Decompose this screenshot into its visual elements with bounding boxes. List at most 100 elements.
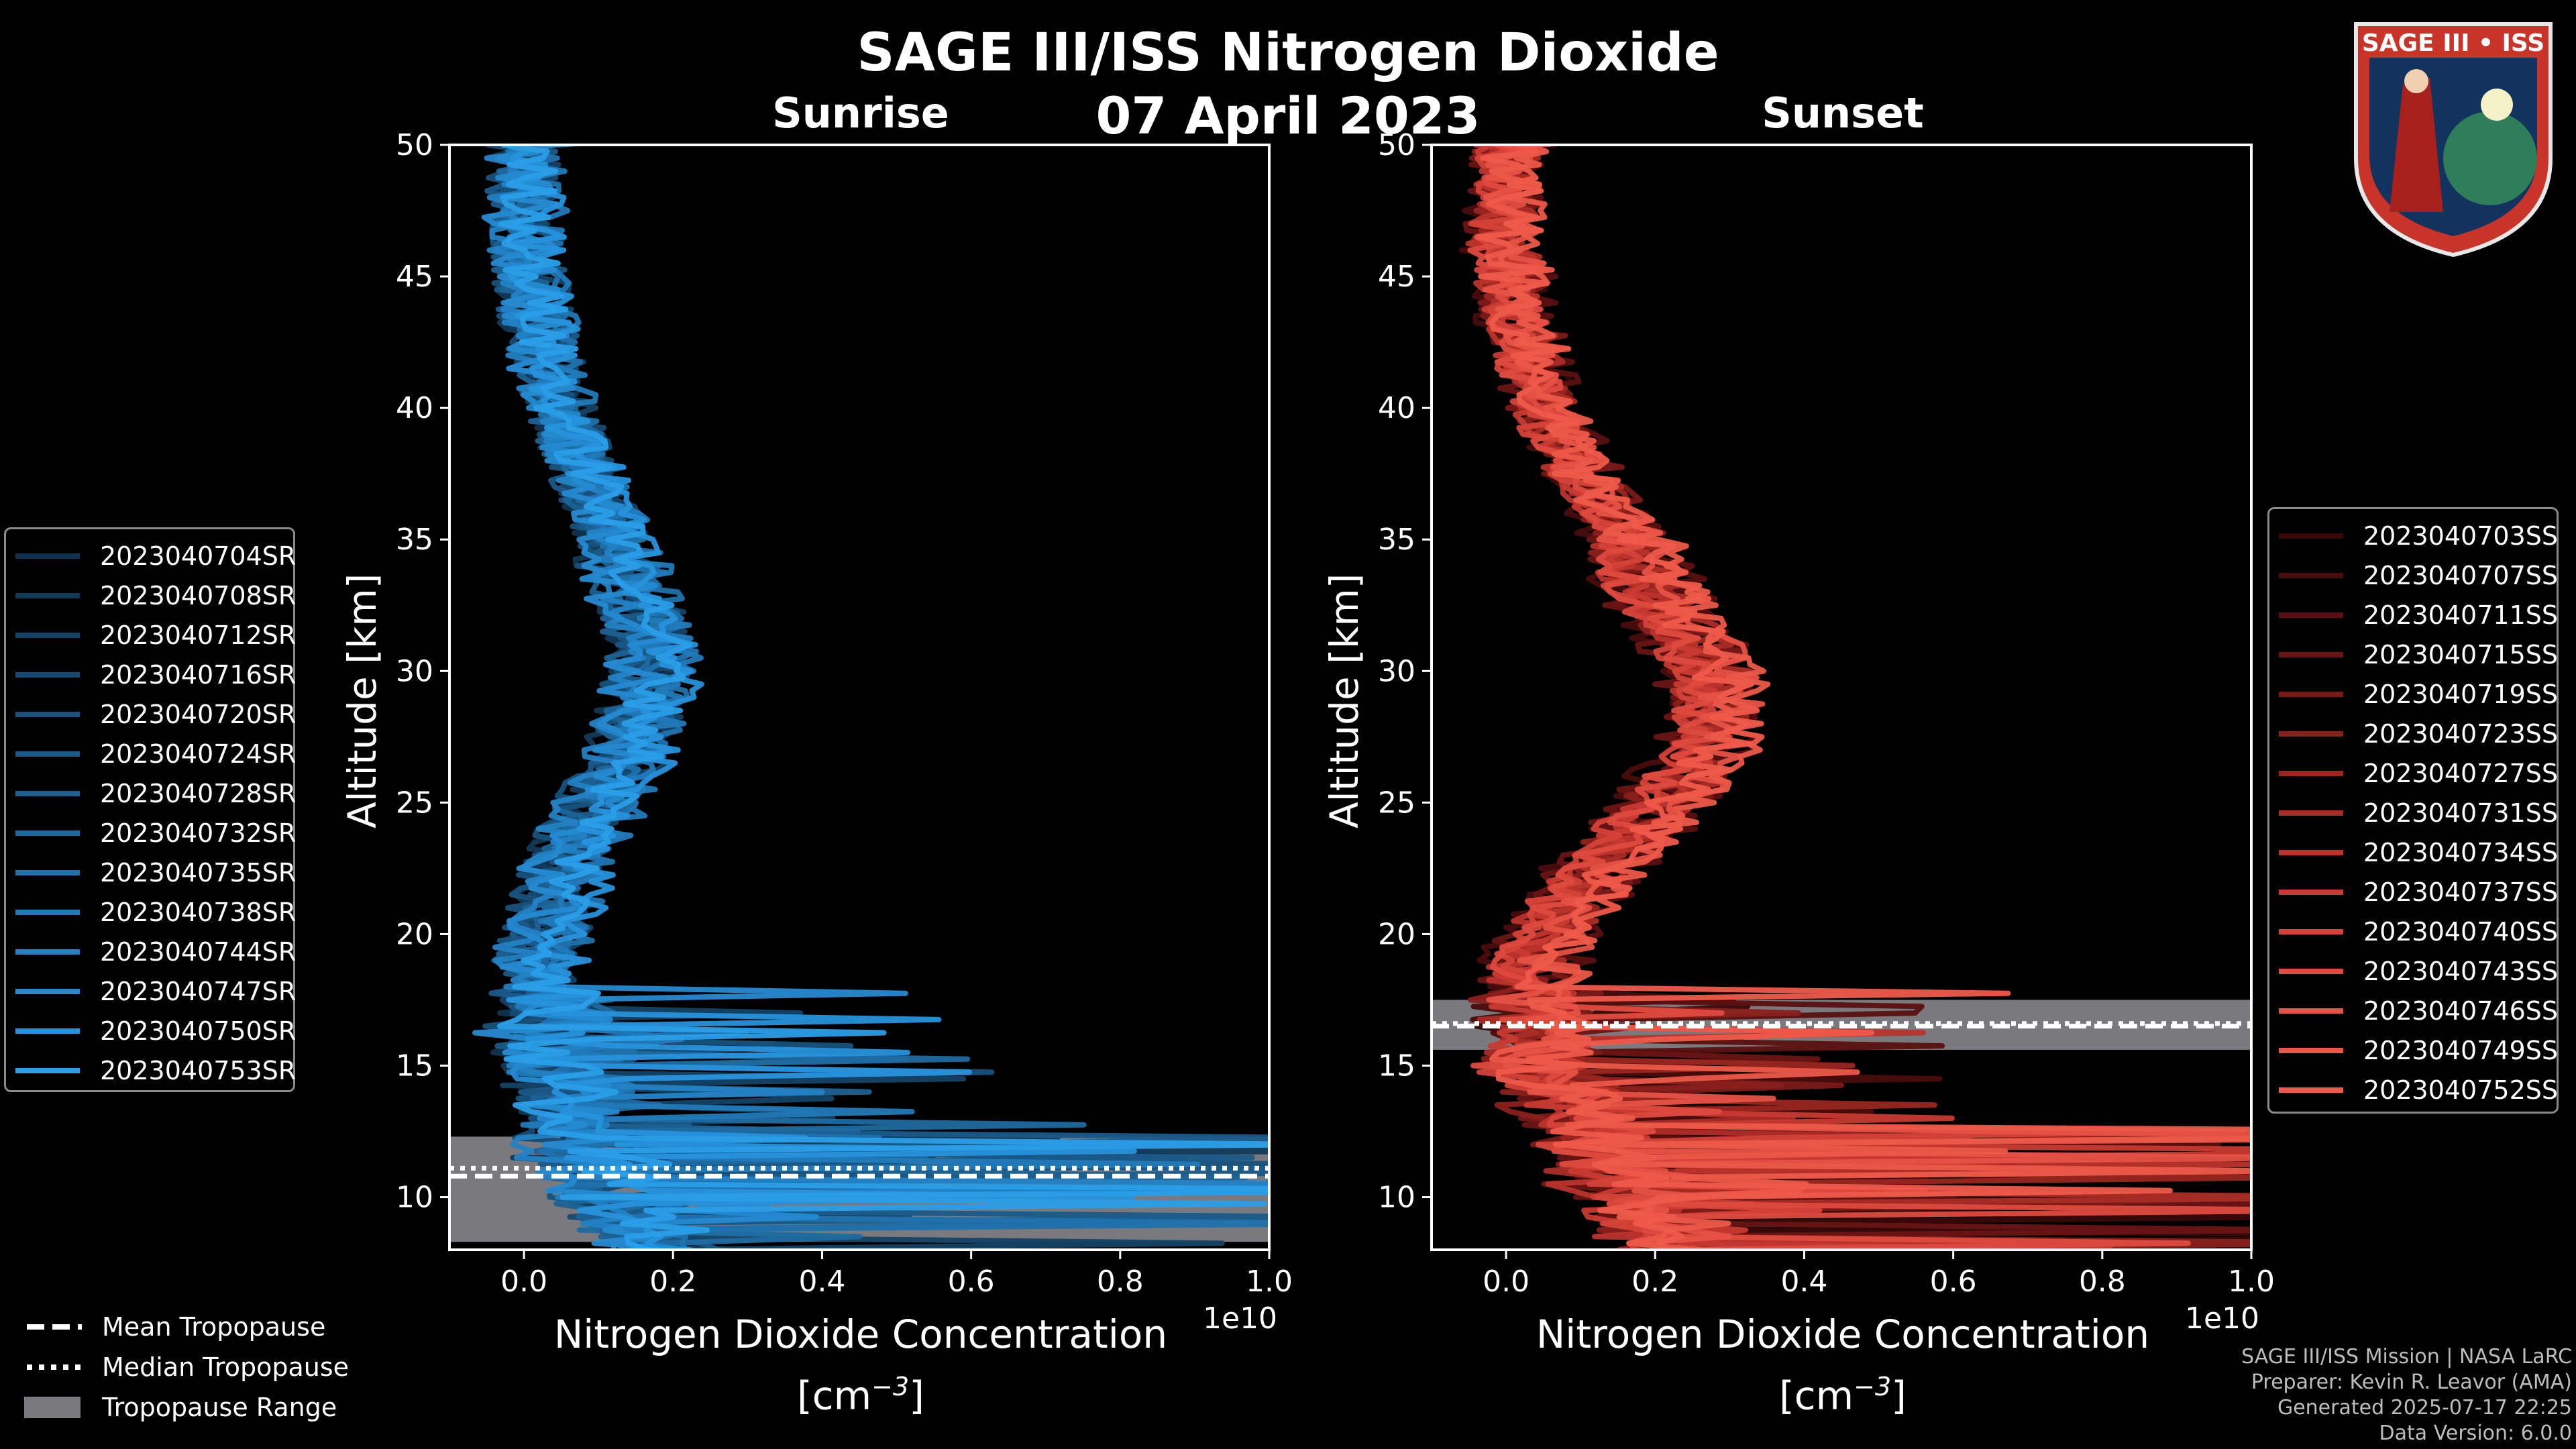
sunset-x-axis-units: [cm−3] xyxy=(1779,1372,1907,1419)
legend-label: 2023040707SS xyxy=(2363,561,2559,590)
legend-item-2023040708SR: 2023040708SR xyxy=(15,581,296,610)
sunrise-x-axis-label-text: Nitrogen Dioxide Concentration xyxy=(553,1311,1168,1357)
series-line-2023040746SS xyxy=(1482,145,2251,1250)
dashed-line-icon xyxy=(27,1324,82,1330)
sunset-y-tick-label: 40 xyxy=(1378,391,1415,425)
legend-swatch xyxy=(15,870,80,875)
footer-version: Data Version: 6.0.0 xyxy=(2379,1421,2572,1445)
sunrise-y-tick-label: 15 xyxy=(396,1049,433,1083)
legend-label: 2023040740SS xyxy=(2363,917,2559,947)
legend-label: 2023040703SS xyxy=(2363,521,2559,551)
footer-mission: SAGE III/ISS Mission | NASA LaRC xyxy=(2241,1345,2572,1368)
sunrise-x-tick-label: 0.4 xyxy=(798,1265,845,1299)
legend-item-2023040743SS: 2023040743SS xyxy=(2279,957,2558,986)
legend-swatch xyxy=(2279,1087,2343,1093)
legend-item-2023040712SR: 2023040712SR xyxy=(15,621,296,650)
sunset-panel-title: Sunset xyxy=(1762,89,1924,138)
legend-item-2023040724SR: 2023040724SR xyxy=(15,739,296,769)
figure-date: 07 April 2023 xyxy=(1095,86,1481,146)
footer-generated: Generated 2025-07-17 22:25 xyxy=(2277,1396,2572,1419)
legend-item-2023040731SS: 2023040731SS xyxy=(2279,798,2558,828)
sunrise-y-tick-label: 35 xyxy=(396,523,433,557)
sunset-y-tick-label: 20 xyxy=(1378,917,1415,951)
legend-label: 2023040735SR xyxy=(100,858,297,888)
legend-swatch xyxy=(2279,692,2343,697)
sunrise-y-tick-label: 40 xyxy=(396,391,433,425)
series-line-2023040750SR xyxy=(504,145,1137,1250)
sunset-x-tick-label: 0.8 xyxy=(2079,1265,2126,1299)
legend-label: 2023040753SR xyxy=(100,1056,297,1085)
legend-tropopause-range: Tropopause Range xyxy=(24,1393,337,1422)
legend-swatch xyxy=(15,1068,80,1073)
legend-item-2023040719SS: 2023040719SS xyxy=(2279,680,2558,709)
legend-swatch xyxy=(2279,1008,2343,1014)
legend-label: 2023040732SR xyxy=(100,818,297,848)
legend-item-2023040723SS: 2023040723SS xyxy=(2279,719,2558,749)
sunset-x-tick-label: 0.2 xyxy=(1631,1265,1678,1299)
legend-item-2023040728SR: 2023040728SR xyxy=(15,779,296,808)
legend-swatch xyxy=(2279,652,2343,657)
logo-text: SAGE III • ISS xyxy=(2362,30,2544,57)
legend-swatch xyxy=(2279,929,2343,934)
legend-label: 2023040724SR xyxy=(100,739,297,769)
sunrise-x-tick-label: 0.0 xyxy=(500,1265,547,1299)
legend-item-2023040749SS: 2023040749SS xyxy=(2279,1036,2558,1065)
legend-item-2023040727SS: 2023040727SS xyxy=(2279,759,2558,788)
legend-label: 2023040712SR xyxy=(100,621,297,650)
sunset-y-tick-label: 45 xyxy=(1378,260,1415,294)
legend-item-2023040711SS: 2023040711SS xyxy=(2279,600,2558,630)
sunset-y-tick-label: 25 xyxy=(1378,786,1415,820)
sunrise-y-tick-label: 50 xyxy=(396,128,433,162)
legend-label: 2023040749SS xyxy=(2363,1036,2559,1065)
legend-label: 2023040720SR xyxy=(100,700,297,729)
legend-swatch xyxy=(15,593,80,598)
legend-swatch xyxy=(15,672,80,678)
legend-item-2023040716SR: 2023040716SR xyxy=(15,660,296,690)
series-line-2023040744SR xyxy=(484,145,1269,1250)
sunset-plot-area: 0.0 0.2 0.4 0.6 0.8 1.0 10 15 20 25 30 35 40 45 50 xyxy=(1378,128,2275,1299)
sunset-x-tick-label: 0.0 xyxy=(1483,1265,1529,1299)
footer-preparer: Preparer: Kevin R. Leavor (AMA) xyxy=(2251,1371,2572,1394)
legend-swatch xyxy=(2279,573,2343,578)
legend-item-2023040740SS: 2023040740SS xyxy=(2279,917,2558,947)
sunrise-x-tick-label: 0.2 xyxy=(649,1265,696,1299)
legend-item-2023040747SR: 2023040747SR xyxy=(15,977,296,1006)
sunset-axes-frame xyxy=(1430,144,2253,1251)
sunrise-y-tick-label: 30 xyxy=(396,654,433,688)
sunset-x-offset-text: 1e10 xyxy=(2185,1301,2260,1336)
legend-swatch xyxy=(15,1028,80,1034)
legend-swatch xyxy=(15,791,80,796)
legend-swatch xyxy=(15,830,80,836)
legend-label: 2023040752SS xyxy=(2363,1075,2559,1105)
sunrise-x-tick-label: 1.0 xyxy=(1246,1265,1293,1299)
legend-item-2023040738SR: 2023040738SR xyxy=(15,898,296,927)
legend-item-2023040715SS: 2023040715SS xyxy=(2279,640,2558,669)
legend-label: 2023040731SS xyxy=(2363,798,2559,828)
legend-item-2023040752SS: 2023040752SS xyxy=(2279,1075,2558,1105)
sunrise-x-axis-units: [cm−3] xyxy=(797,1372,924,1419)
legend-swatch xyxy=(2279,810,2343,816)
legend-item-2023040735SR: 2023040735SR xyxy=(15,858,296,888)
legend-item-2023040737SS: 2023040737SS xyxy=(2279,877,2558,907)
legend-swatch xyxy=(2279,969,2343,974)
sunrise-x-tick-label: 0.6 xyxy=(948,1265,995,1299)
legend-label: 2023040737SS xyxy=(2363,877,2559,907)
sunset-y-tick-label: 35 xyxy=(1378,523,1415,557)
sunset-x-tick-label: 0.4 xyxy=(1780,1265,1827,1299)
sunrise-plot-area: 0.0 0.2 0.4 0.6 0.8 1.0 10 15 20 25 30 35 40 45 50 xyxy=(396,128,1293,1299)
footer-credits: SAGE III/ISS Mission | NASA LaRC Prepare… xyxy=(2241,1344,2572,1446)
sage-mission-patch-icon: SAGE III • ISS xyxy=(2343,11,2564,259)
legend-label: 2023040723SS xyxy=(2363,719,2559,749)
sunrise-x-tick-label: 0.8 xyxy=(1097,1265,1144,1299)
legend-mean-tropopause: Mean Tropopause xyxy=(24,1312,325,1342)
legend-swatch xyxy=(2279,533,2343,539)
legend-swatch xyxy=(2279,890,2343,895)
series-line-2023040753SR xyxy=(496,145,1269,1250)
legend-swatch xyxy=(15,751,80,757)
legend-swatch xyxy=(2279,1048,2343,1053)
series-line-2023040752SS xyxy=(1475,145,2173,1250)
legend-median-tropopause: Median Tropopause xyxy=(24,1352,349,1382)
sunset-y-tick-label: 10 xyxy=(1378,1181,1415,1215)
legend-label: 2023040727SS xyxy=(2363,759,2559,788)
sunrise-x-axis-label: Nitrogen Dioxide Concentration [cm−3] xyxy=(458,1308,1263,1421)
